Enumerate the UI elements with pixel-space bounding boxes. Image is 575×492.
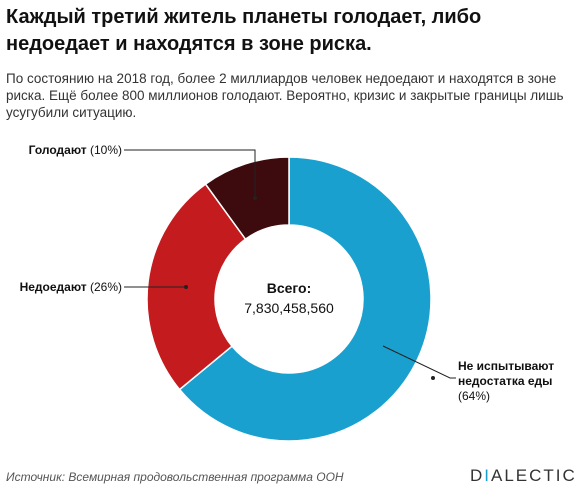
slice-label-3: Голодают (10%) xyxy=(29,143,122,157)
donut-slice-3 xyxy=(204,156,290,241)
slice-label-2: Недоедают (26%) xyxy=(20,280,122,294)
brand-letter-d: D xyxy=(470,466,485,485)
center-total-label: Всего: xyxy=(267,280,312,296)
slice-label-1: Не испытывают недостатка еды (64%) xyxy=(458,359,554,403)
chart-title: Каждый третий житель планеты голодает, л… xyxy=(6,6,482,55)
leader-dot-1 xyxy=(431,376,435,380)
center-total-value: 7,830,458,560 xyxy=(244,300,334,316)
donut-slice-1 xyxy=(178,156,432,442)
leader-line-1 xyxy=(382,345,456,379)
donut-slice-2 xyxy=(146,183,247,391)
brand-logo: DIALECTIC xyxy=(470,466,575,486)
source-note: Источник: Всемирная продовольственная пр… xyxy=(6,470,344,484)
chart-subtitle: По состоянию на 2018 год, более 2 миллиа… xyxy=(6,71,564,120)
brand-letter-rest: ALECTIC xyxy=(491,466,575,485)
leader-line-3 xyxy=(124,149,256,198)
brand-letter-i: I xyxy=(484,466,492,485)
